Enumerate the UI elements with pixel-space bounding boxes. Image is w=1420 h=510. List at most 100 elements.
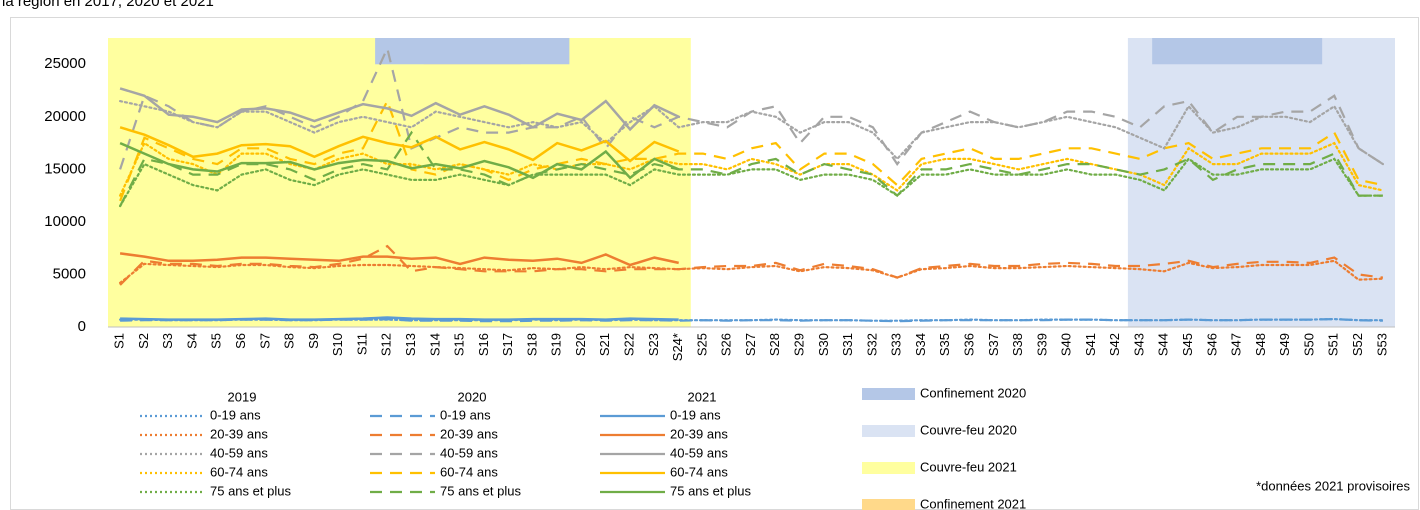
x-tick-label: S18 (524, 333, 539, 356)
x-tick-label: S33 (889, 333, 904, 356)
legend-label: 20-39 ans (210, 426, 268, 441)
x-tick-label: S21 (597, 333, 612, 356)
legend-label: 75 ans et plus (670, 483, 751, 498)
x-tick-label: S37 (986, 333, 1001, 356)
y-tick-label: 10000 (44, 213, 86, 230)
series-line (119, 259, 1384, 284)
series-line (120, 316, 679, 321)
x-tick-label: S23 (646, 333, 661, 356)
x-tick-label: S26 (719, 333, 734, 356)
series-line (119, 98, 1384, 202)
y-tick-label: 0 (78, 318, 86, 335)
x-tick-label: S47 (1229, 333, 1244, 356)
legend-swatch (862, 388, 915, 400)
legend-group-title: 2019 (228, 389, 257, 404)
x-tick-label: S49 (1277, 333, 1292, 356)
x-tick-label: S8 (282, 333, 297, 349)
x-tick-label: S15 (452, 333, 467, 356)
legend-swatch (862, 499, 915, 510)
x-tick-label: S22 (622, 333, 637, 356)
legend-label: 20-39 ans (440, 426, 498, 441)
x-tick-label: S24* (670, 333, 685, 361)
x-tick-label: S27 (743, 333, 758, 356)
legend-swatch (862, 462, 915, 474)
legend-label: 60-74 ans (440, 464, 498, 479)
series-line (119, 45, 1384, 170)
x-tick-label: S31 (840, 333, 855, 356)
x-tick-label: S50 (1301, 333, 1316, 356)
legend-label: 0-19 ans (210, 407, 261, 422)
y-tick-label: 5000 (53, 265, 86, 282)
x-tick-label: S44 (1156, 333, 1171, 356)
y-tick-label: 25000 (44, 55, 86, 72)
legend-label: 40-59 ans (670, 445, 728, 460)
legend-label: Confinement 2021 (920, 496, 1026, 510)
x-tick-label: S13 (403, 333, 418, 356)
x-tick-label: S14 (427, 333, 442, 356)
x-tick-label: S38 (1010, 333, 1025, 356)
x-tick-label: S19 (549, 333, 564, 356)
legend-label: Couvre-feu 2021 (920, 459, 1017, 474)
legend-label: 60-74 ans (670, 464, 728, 479)
legend-label: 0-19 ans (440, 407, 491, 422)
x-tick-label: S4 (184, 333, 199, 349)
y-tick-label: 20000 (44, 108, 86, 125)
x-tick-label: S52 (1350, 333, 1365, 356)
legend-label: Confinement 2020 (920, 385, 1026, 400)
x-tick-label: S32 (864, 333, 879, 356)
series-line (119, 252, 679, 267)
series-line (119, 141, 1384, 197)
x-tick-label: S11 (354, 333, 369, 355)
x-tick-label: S28 (767, 333, 782, 356)
x-tick-label: S16 (476, 333, 491, 356)
legend-label: 0-19 ans (670, 407, 721, 422)
x-tick-label: S17 (500, 333, 515, 356)
x-tick-label: S53 (1374, 333, 1389, 356)
series-line (119, 130, 1383, 207)
x-tick-label: S25 (694, 333, 709, 356)
x-tick-label: S30 (816, 333, 831, 356)
x-tick-label: S48 (1253, 333, 1268, 356)
chart-title: la région en 2017, 2020 et 2021 (2, 0, 214, 10)
legend-label: 75 ans et plus (210, 483, 291, 498)
x-tick-label: S35 (937, 333, 952, 356)
legend-label: 60-74 ans (210, 464, 268, 479)
x-tick-label: S46 (1204, 333, 1219, 356)
series-line (119, 126, 680, 163)
series-line (119, 157, 1384, 208)
x-tick-label: S40 (1059, 333, 1074, 356)
series-line (119, 244, 1384, 286)
x-tick-label: S43 (1131, 333, 1146, 356)
legend-label: 20-39 ans (670, 426, 728, 441)
series-line (119, 87, 680, 132)
period-band (1127, 38, 1395, 327)
x-tick-label: S2 (136, 333, 151, 349)
x-tick-label: S41 (1083, 333, 1098, 356)
period-band (375, 38, 570, 65)
x-tick-label: S45 (1180, 333, 1195, 356)
legend-group-title: 2020 (458, 389, 487, 404)
x-tick-label: S12 (379, 333, 394, 356)
x-tick-label: S51 (1326, 333, 1341, 356)
x-tick-label: S34 (913, 333, 928, 356)
x-tick-label: S36 (961, 333, 976, 356)
x-tick-label: S5 (209, 333, 224, 349)
legend-swatch (862, 425, 915, 437)
legend-group-title: 2021 (688, 389, 717, 404)
x-tick-label: S9 (306, 333, 321, 349)
series-line (119, 141, 680, 180)
x-tick-label: S39 (1034, 333, 1049, 356)
x-tick-label: S29 (792, 333, 807, 356)
y-tick-label: 15000 (44, 160, 86, 177)
footnote: *données 2021 provisoires (1256, 478, 1410, 493)
x-tick-label: S20 (573, 333, 588, 356)
legend-label: 40-59 ans (210, 445, 268, 460)
x-tick-label: S3 (160, 333, 175, 349)
period-band (108, 38, 691, 327)
x-tick-label: S10 (330, 333, 345, 356)
x-tick-label: S7 (257, 333, 272, 349)
x-tick-label: S1 (112, 333, 127, 349)
x-tick-label: S42 (1107, 333, 1122, 356)
period-band (1152, 38, 1323, 65)
